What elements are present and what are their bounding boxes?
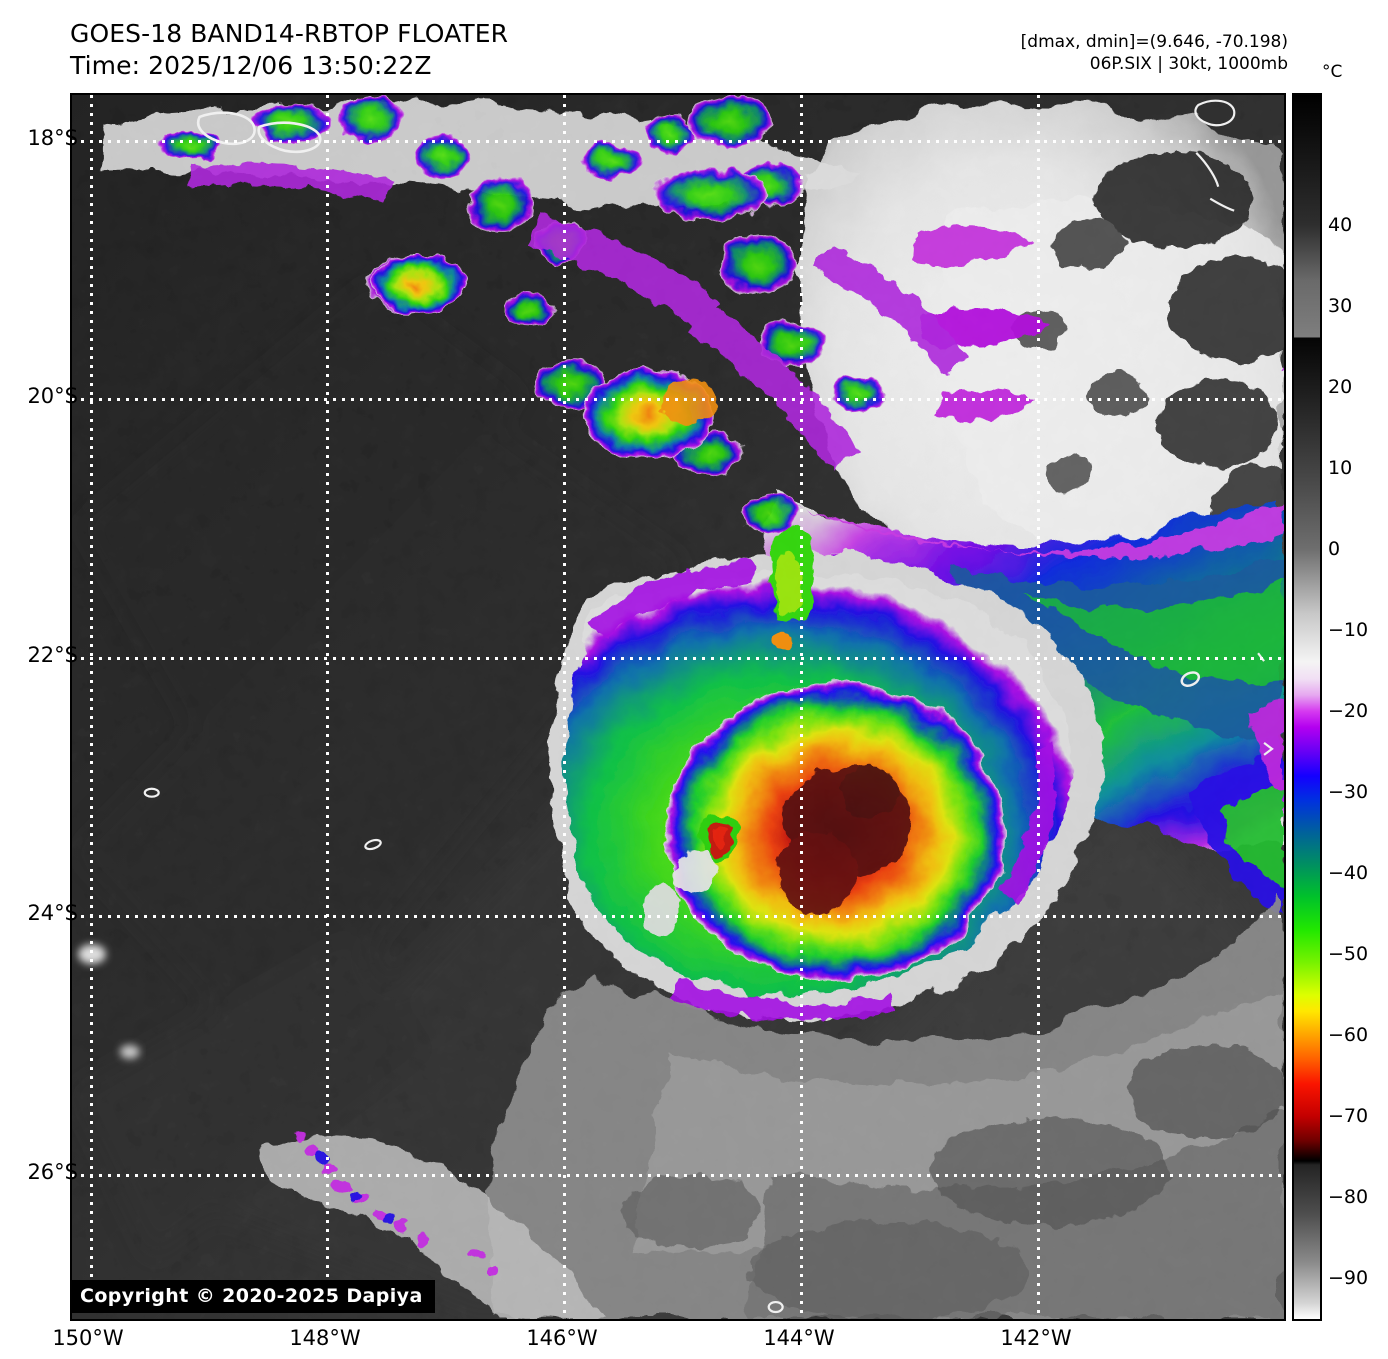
colorbar-segment xyxy=(1294,1059,1320,1084)
x-tick-label: 150°W xyxy=(52,1326,124,1350)
colorbar-segment xyxy=(1294,484,1320,549)
colorbar-segment xyxy=(1294,711,1320,728)
colorbar-segment xyxy=(1294,678,1320,695)
colorbar-tick-label: −30 xyxy=(1328,781,1369,804)
colorbar-tick-label: −60 xyxy=(1328,1024,1369,1047)
colorbar-segment xyxy=(1294,897,1320,930)
colorbar-segment xyxy=(1294,613,1320,663)
colorbar-segment xyxy=(1294,1156,1320,1161)
colorbar-segment xyxy=(1294,1262,1320,1303)
colorbar-segment xyxy=(1294,1083,1320,1117)
colorbar-segment xyxy=(1294,548,1320,614)
x-tick-label: 142°W xyxy=(1000,1326,1072,1350)
x-tick-label: 148°W xyxy=(289,1326,361,1350)
storm-info-label: 06P.SIX | 30kt, 1000mb xyxy=(1089,54,1288,75)
y-tick-label: 18°S xyxy=(27,126,78,150)
colorbar-segment xyxy=(1294,694,1320,712)
colorbar-segment xyxy=(1294,775,1320,801)
colorbar-unit-label: °C xyxy=(1322,62,1343,82)
colorbar-segment xyxy=(1294,800,1320,833)
colorbar-segment xyxy=(1294,962,1320,995)
colorbar-segment xyxy=(1294,281,1320,337)
colorbar-tick-label: −20 xyxy=(1328,700,1369,723)
colorbar-segment xyxy=(1294,727,1320,752)
colorbar-segment xyxy=(1294,929,1320,963)
x-tick-label: 144°W xyxy=(763,1326,835,1350)
colorbar-tick-label: −10 xyxy=(1328,618,1369,641)
colorbar-tick-label: −40 xyxy=(1328,862,1369,885)
colorbar-segment xyxy=(1294,1164,1320,1214)
colorbar-segment xyxy=(1294,1010,1320,1036)
temperature-colorbar[interactable] xyxy=(1292,93,1322,1321)
y-tick-label: 24°S xyxy=(27,901,78,925)
colorbar-segment xyxy=(1294,403,1320,485)
colorbar-tick-label: 30 xyxy=(1328,294,1353,317)
colorbar-segment xyxy=(1294,751,1320,776)
colorbar-segment xyxy=(1294,1035,1320,1060)
colorbar-tick-label: 0 xyxy=(1328,537,1341,560)
colorbar-tick-label: −80 xyxy=(1328,1186,1369,1209)
satellite-image-plot[interactable]: Copyright © 2020-2025 Dapiya xyxy=(70,93,1286,1321)
colorbar-tick-label: −50 xyxy=(1328,943,1369,966)
colorbar-segment xyxy=(1294,1116,1320,1141)
satellite-imagery-svg xyxy=(72,95,1284,1319)
colorbar-segment xyxy=(1294,1140,1320,1157)
colorbar-tick-label: 10 xyxy=(1328,456,1353,479)
colorbar-segment xyxy=(1294,994,1320,1011)
y-tick-label: 22°S xyxy=(27,643,78,667)
colorbar-gradient xyxy=(1294,95,1320,1319)
colorbar-tick-label: −70 xyxy=(1328,1105,1369,1128)
colorbar-tick-label: 20 xyxy=(1328,375,1353,398)
colorbar-segment xyxy=(1294,832,1320,866)
colorbar-segment xyxy=(1294,1213,1320,1263)
satellite-raster xyxy=(72,95,1284,1319)
dminmax-label: [dmax, dmin]=(9.646, -70.198) xyxy=(1020,32,1288,52)
page-title: GOES-18 BAND14-RBTOP FLOATER xyxy=(70,19,509,48)
colorbar-segment xyxy=(1294,95,1320,225)
colorbar-segment xyxy=(1294,336,1320,339)
x-tick-label: 146°W xyxy=(526,1326,598,1350)
copyright-watermark: Copyright © 2020-2025 Dapiya xyxy=(72,1280,435,1313)
colorbar-segment xyxy=(1294,1302,1320,1319)
title-block: GOES-18 BAND14-RBTOP FLOATER Time: 2025/… xyxy=(70,18,508,82)
y-tick-label: 26°S xyxy=(27,1160,78,1184)
colorbar-segment xyxy=(1294,865,1320,898)
colorbar-segment xyxy=(1294,1160,1320,1165)
metadata-block: [dmax, dmin]=(9.646, -70.198) 06P.SIX | … xyxy=(1021,31,1288,76)
colorbar-tick-label: 40 xyxy=(1328,213,1353,236)
colorbar-tick-label: −90 xyxy=(1328,1267,1369,1290)
timestamp-label: Time: 2025/12/06 13:50:22Z xyxy=(70,51,432,80)
y-tick-label: 20°S xyxy=(27,384,78,408)
colorbar-segment xyxy=(1294,338,1320,404)
colorbar-segment xyxy=(1294,224,1320,282)
colorbar-segment xyxy=(1294,662,1320,679)
